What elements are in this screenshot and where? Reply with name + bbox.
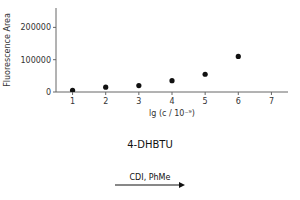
y-axis-line: [56, 8, 57, 92]
x-tick: [72, 92, 73, 95]
x-tick-label: 3: [136, 97, 141, 106]
y-axis-label: Fluorescence Area: [3, 13, 12, 87]
chart-svg: 1 2 3 4 5 6 7 0 100000 200000 lg (c / 10⁻⁹) Fluores…: [0, 0, 300, 200]
y-tick: [53, 92, 56, 93]
x-tick: [105, 92, 106, 95]
plot-area: [70, 54, 241, 92]
molecule-label: 4-DHBTU: [127, 139, 172, 150]
scatter-point: [236, 54, 241, 59]
x-tick: [271, 92, 272, 95]
scatter-point: [136, 83, 141, 88]
y-tick-label: 200000: [20, 23, 51, 32]
x-tick-label: 7: [269, 97, 274, 106]
chart-container: 1 2 3 4 5 6 7 0 100000 200000 lg (c / 10⁻⁹) Fluores…: [0, 0, 300, 200]
x-tick-label: 2: [103, 97, 108, 106]
scatter-point: [103, 85, 108, 90]
scatter-point: [70, 88, 75, 92]
x-axis-label: lg (c / 10⁻⁹): [149, 109, 195, 118]
x-tick-label: 1: [70, 97, 75, 106]
x-tick: [205, 92, 206, 95]
y-tick: [53, 59, 56, 60]
y-tick-label: 0: [46, 88, 51, 97]
x-tick-label: 6: [236, 97, 241, 106]
x-tick-label: 4: [169, 97, 174, 106]
reaction-arrow: [115, 185, 180, 186]
x-tick-label: 5: [203, 97, 208, 106]
y-tick: [53, 27, 56, 28]
x-tick: [172, 92, 173, 95]
scatter-point: [169, 78, 174, 83]
y-tick-label: 100000: [20, 56, 51, 65]
x-tick: [238, 92, 239, 95]
reaction-arrow-head: [179, 182, 185, 188]
x-tick: [138, 92, 139, 95]
reaction-conditions: CDI, PhMe: [130, 173, 171, 182]
scatter-point: [203, 72, 208, 77]
